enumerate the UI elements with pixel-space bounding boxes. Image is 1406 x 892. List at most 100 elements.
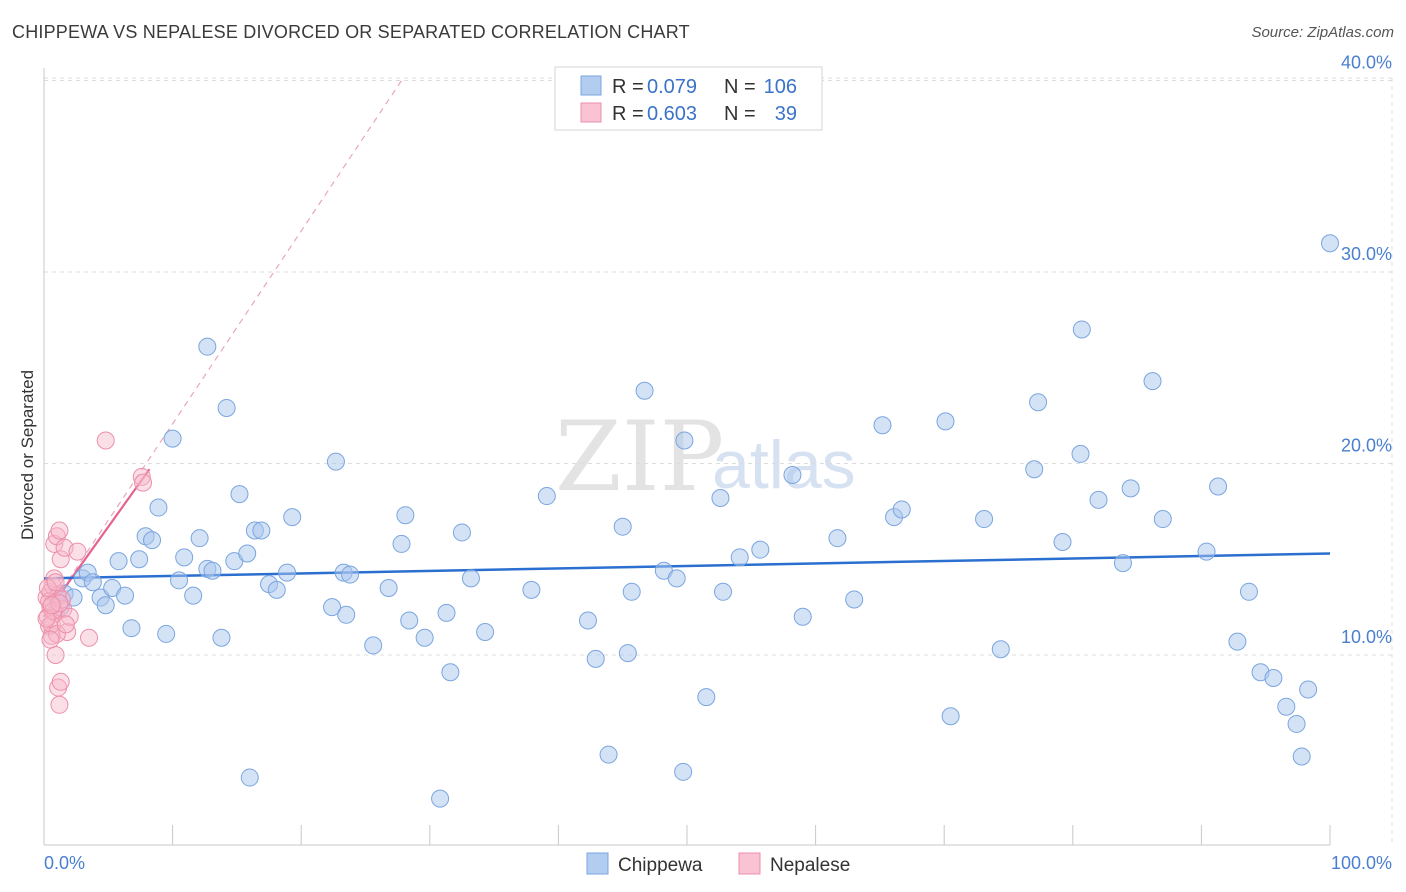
chippewa-point <box>441 663 460 682</box>
watermark-atlas: atlas <box>712 427 856 503</box>
chippewa-point <box>278 563 297 582</box>
legend-n-label-nepalese: N = <box>724 103 756 125</box>
legend-r-label-nepalese: R = <box>612 103 644 125</box>
chippewa-point <box>1029 393 1048 412</box>
nepalese-point <box>46 646 65 664</box>
chippewa-point <box>1053 533 1072 552</box>
chippewa-point <box>1321 234 1339 253</box>
nepalese-point <box>46 573 65 592</box>
chippewa-point <box>476 623 495 642</box>
chippewa-point <box>522 580 541 599</box>
y-tick-label: 20.0% <box>1341 436 1392 456</box>
chippewa-point <box>975 510 994 529</box>
nepalese-point <box>68 542 87 561</box>
x-tick-label-max: 100.0% <box>1331 853 1392 873</box>
legend-swatch-nepalese <box>580 102 602 123</box>
chippewa-point <box>674 762 693 781</box>
chippewa-point <box>170 571 189 590</box>
chippewa-point <box>586 649 605 668</box>
chippewa-point <box>1228 632 1247 651</box>
chippewa-point <box>109 552 128 571</box>
chippewa-point <box>941 707 960 726</box>
bottom-legend-label-nepalese: Nepalese <box>770 855 850 876</box>
chippewa-point <box>326 452 345 471</box>
chippewa-point <box>461 569 480 588</box>
chippewa-point <box>793 607 812 626</box>
chippewa-point <box>1089 490 1108 509</box>
legend-r-label-chippewa: R = <box>612 76 644 98</box>
chippewa-point <box>437 603 456 622</box>
chippewa-point <box>828 529 847 548</box>
chippewa-point <box>1292 747 1311 766</box>
nepalese-point <box>50 695 69 714</box>
chippewa-point <box>217 398 236 417</box>
chippewa-point <box>396 506 415 525</box>
chippewa-point <box>783 465 802 484</box>
chippewa-point <box>323 598 342 617</box>
chippewa-point <box>96 596 115 615</box>
chippewa-point <box>1121 479 1140 498</box>
chippewa-point <box>675 431 694 450</box>
y-axis-label: Divorced or Separated <box>18 370 37 540</box>
chippewa-point <box>240 768 259 787</box>
chart-title: CHIPPEWA VS NEPALESE DIVORCED OR SEPARAT… <box>12 22 690 42</box>
chippewa-point <box>198 337 217 356</box>
chippewa-point <box>452 523 471 542</box>
chippewa-point <box>184 586 203 605</box>
chippewa-point <box>1143 372 1162 391</box>
nepalese-point <box>50 521 69 540</box>
chippewa-point <box>175 548 194 567</box>
nepalese-point <box>134 473 153 492</box>
chippewa-point <box>415 628 434 647</box>
data-points <box>37 234 1339 808</box>
chippewa-point <box>130 550 149 569</box>
chippewa-point <box>1071 444 1090 463</box>
chippewa-point <box>936 412 955 431</box>
bottom-legend-swatch-nepalese <box>738 852 761 875</box>
chippewa-point <box>238 544 257 563</box>
chippewa-point <box>667 569 686 588</box>
chippewa-point <box>991 640 1010 659</box>
chippewa-point <box>116 586 135 605</box>
chippewa-point <box>143 531 162 550</box>
legend-r-value-nepalese: 0.603 <box>647 103 697 125</box>
correlation-legend: R = 0.079 N = 106 R = 0.603 N = 39 <box>554 66 823 131</box>
chippewa-point <box>157 624 176 643</box>
nepalese-point <box>41 630 60 649</box>
chippewa-point <box>1299 680 1318 699</box>
trend-lines <box>43 76 1331 618</box>
chippewa-point <box>341 565 360 584</box>
legend-swatch-chippewa <box>580 75 602 96</box>
chippewa-point <box>149 498 168 517</box>
chippewa-point <box>1197 542 1216 561</box>
chippewa-point <box>212 628 231 647</box>
nepalese-point <box>132 467 151 486</box>
chippewa-point <box>599 745 618 764</box>
chippewa-point <box>578 611 597 630</box>
nepalese-point <box>56 615 75 634</box>
bottom-legend-label-chippewa: Chippewa <box>618 855 703 876</box>
chippewa-point <box>267 580 286 599</box>
nepalese-point <box>96 431 115 450</box>
legend-n-label-chippewa: N = <box>724 76 756 98</box>
nepalese-trend-extension <box>43 76 405 618</box>
chippewa-point <box>714 582 733 601</box>
chippewa-point <box>873 416 892 435</box>
nepalese-point <box>37 609 56 628</box>
y-tick-label: 30.0% <box>1341 244 1392 264</box>
chippewa-point <box>431 789 450 808</box>
legend-n-value-nepalese: 39 <box>775 103 797 125</box>
axes: 10.0% 20.0% 30.0% 40.0% 0.0% 100.0% <box>43 53 1392 873</box>
chippewa-point <box>711 488 730 507</box>
chippewa-point <box>537 487 556 506</box>
nepalese-point <box>42 615 61 634</box>
chippewa-point <box>283 508 302 527</box>
chippewa-point <box>252 521 271 540</box>
chippewa-point <box>1209 477 1228 496</box>
chippewa-point <box>1277 697 1296 716</box>
chippewa-point <box>845 590 864 609</box>
chippewa-point <box>1287 714 1306 733</box>
nepalese-point <box>42 596 61 615</box>
chippewa-point <box>337 605 356 624</box>
